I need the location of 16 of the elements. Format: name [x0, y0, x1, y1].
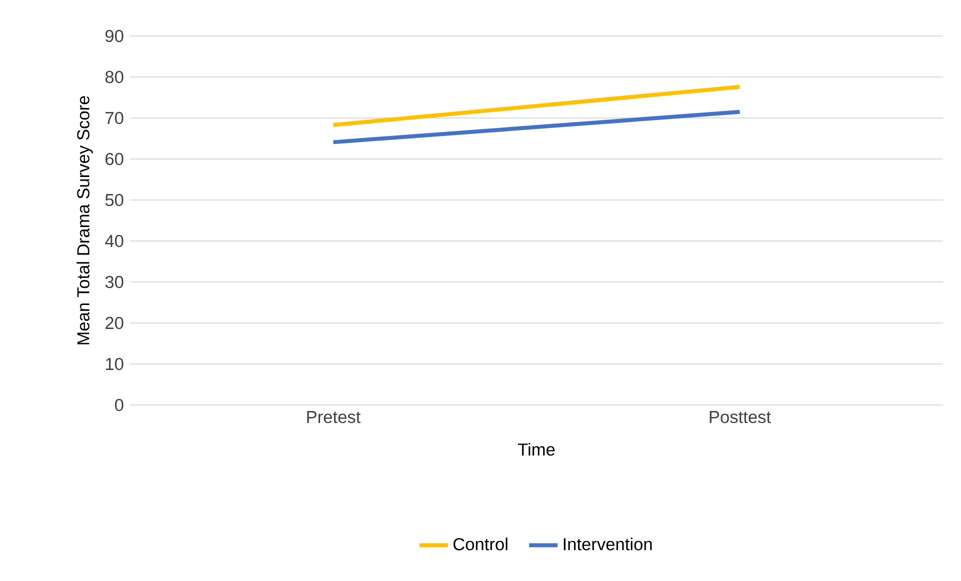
y-tick-label: 10 [106, 358, 124, 370]
y-tick-label: 80 [105, 70, 124, 84]
y-tick-label: 20 [106, 316, 124, 330]
y-tick-label: 60 [106, 152, 124, 166]
y-tick-label: 90 [106, 30, 124, 42]
y-tick-label: 40 [105, 234, 124, 248]
legend-label: Intervention [564, 538, 652, 550]
x-tick-label: Posttest [710, 411, 771, 424]
y-tick-label: 0 [114, 398, 124, 412]
legend-label: Control [453, 538, 508, 550]
y-axis-title: Mean Total Drama Survey Score [76, 96, 93, 344]
y-tick-label: 30 [105, 276, 124, 288]
y-tick-label: 50 [105, 194, 124, 206]
x-axis-title: Time [518, 442, 555, 456]
y-tick-label: 70 [106, 112, 124, 124]
x-tick-label: Pretest [307, 411, 361, 424]
